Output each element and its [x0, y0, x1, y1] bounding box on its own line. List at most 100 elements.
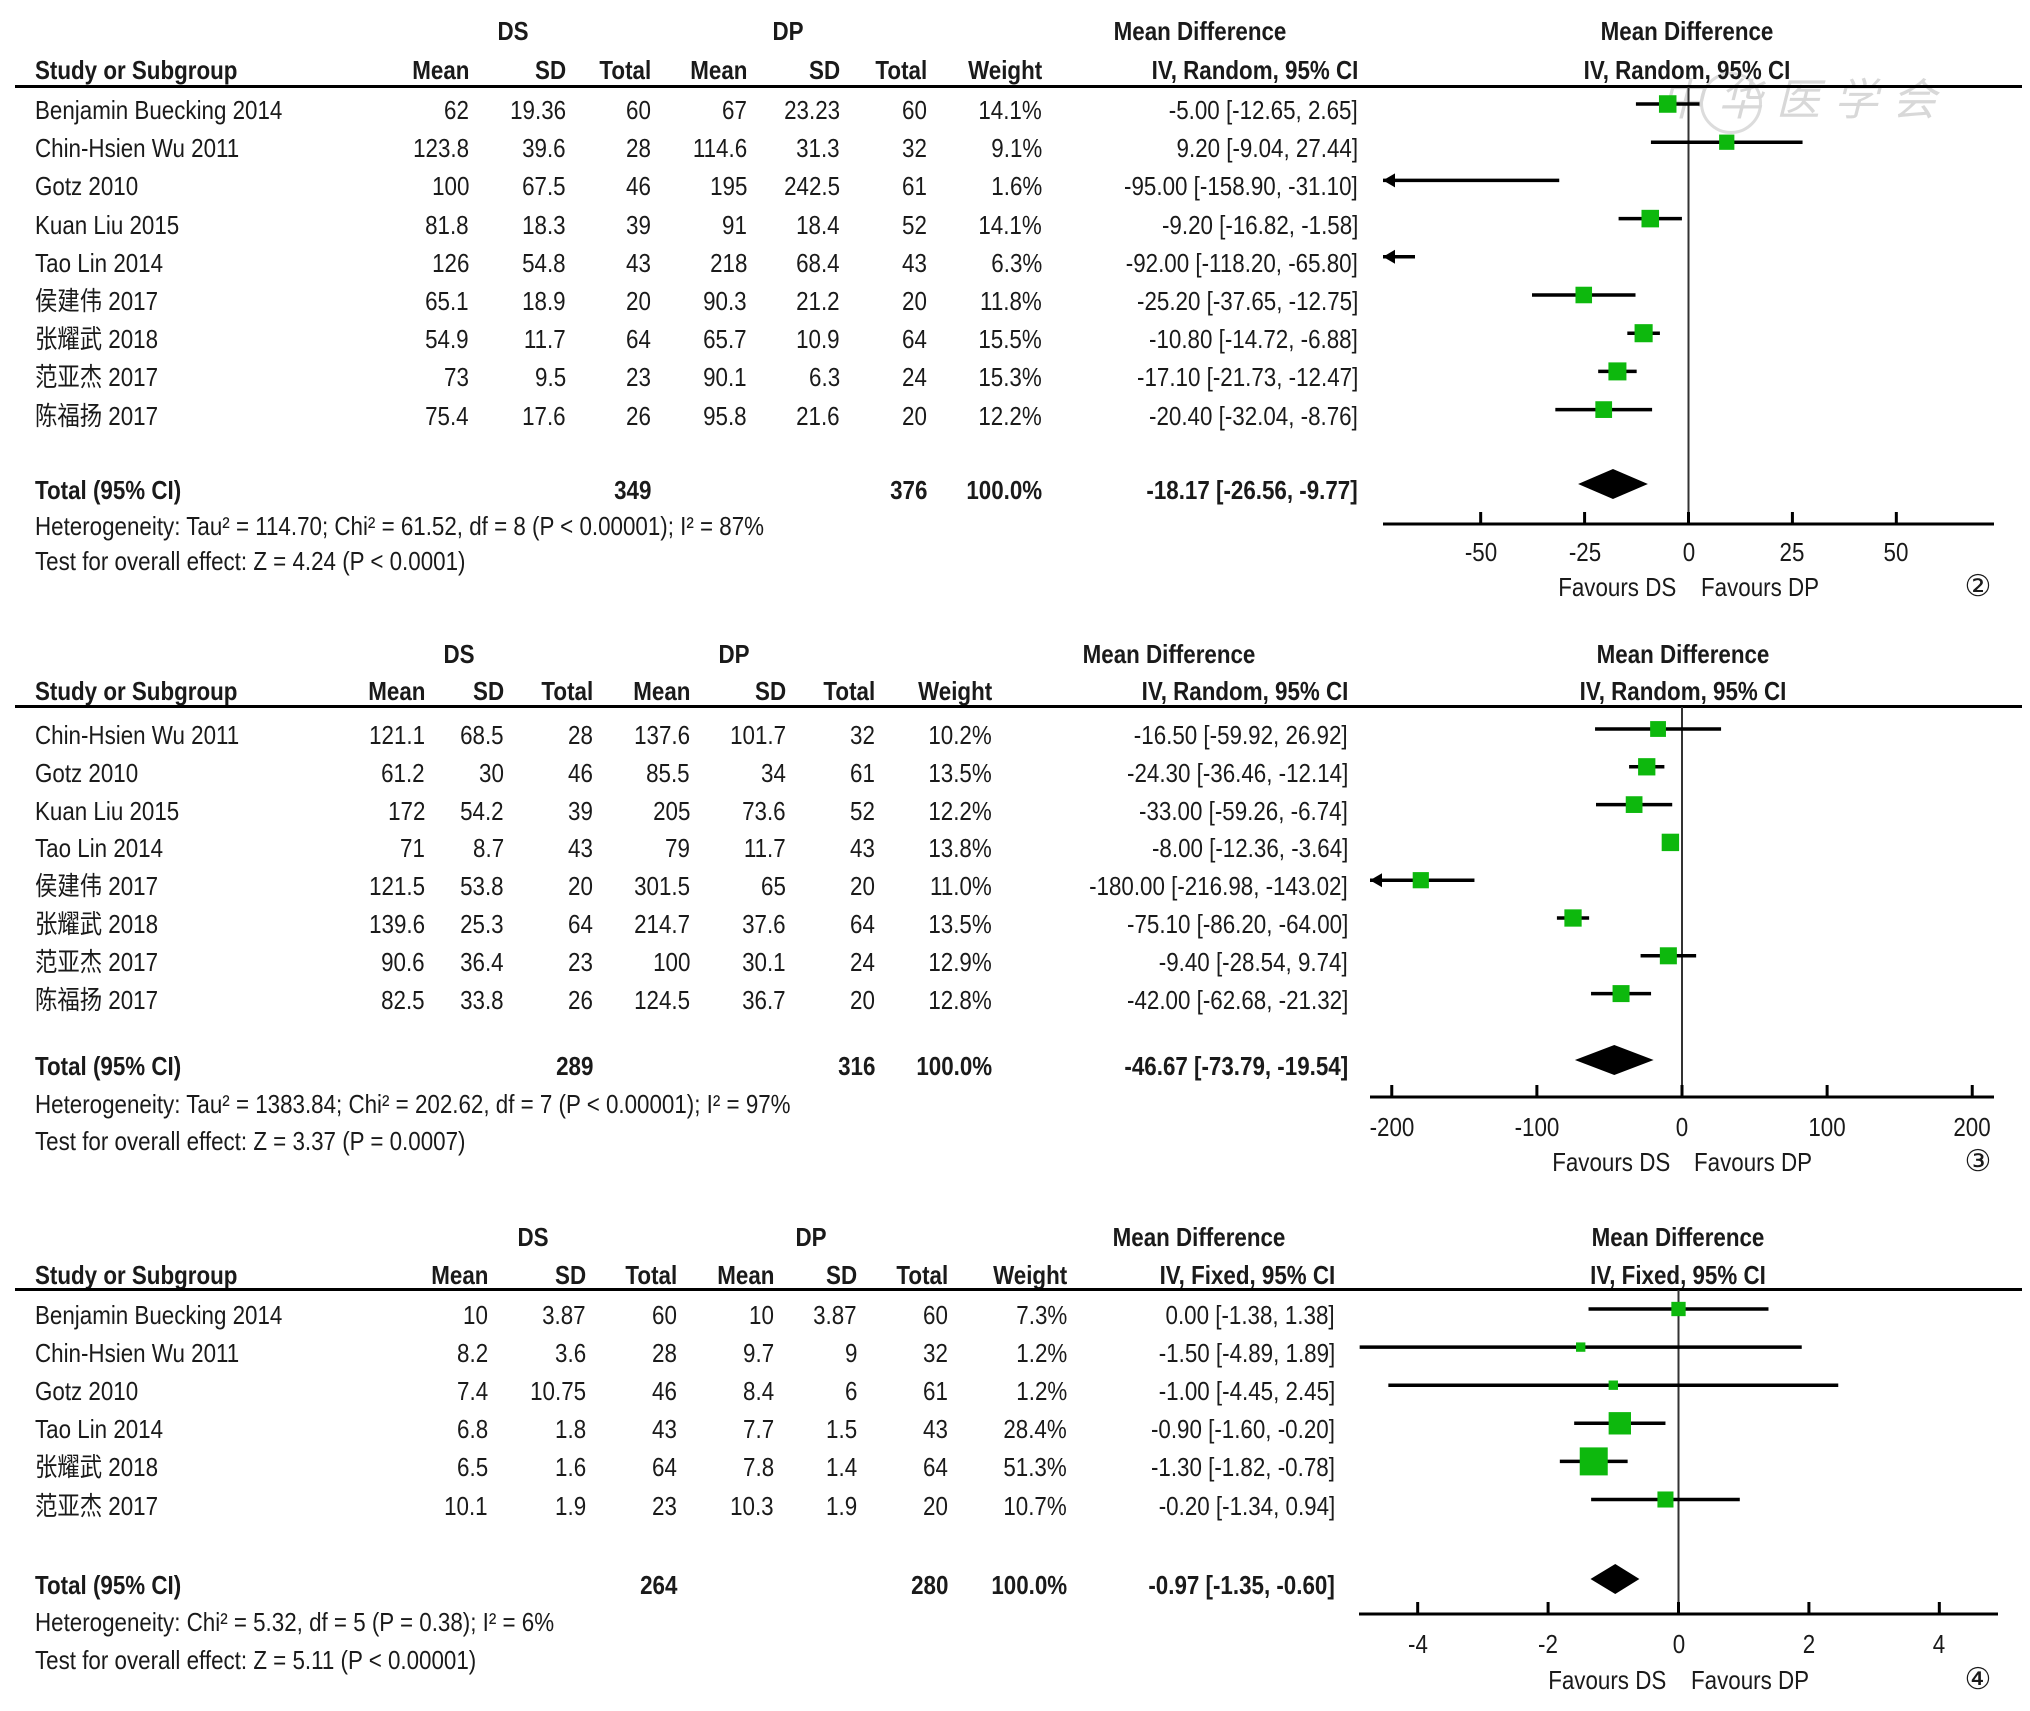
panel1-cell-ci: -5.00 [-12.65, 2.65]: [1169, 95, 1358, 125]
panel3-cell-a-sd: 3.87: [542, 1300, 586, 1330]
panel2-cell-weight: 13.5%: [928, 909, 992, 939]
panel1-total-label: Total (95% CI): [35, 475, 182, 505]
panel2-study-name: Gotz 2010: [35, 757, 139, 788]
panel1-cell-weight: 11.8%: [980, 286, 1042, 316]
panel1-cell-weight: 12.2%: [978, 400, 1042, 431]
panel3-total-weight: 100.0%: [991, 1570, 1067, 1600]
panel1-cell-b-total: 64: [902, 324, 927, 355]
panel2-cell-b-sd: 37.6: [742, 909, 786, 939]
panel1-cell-ci: -92.00 [-118.20, -65.80]: [1125, 247, 1358, 278]
panel3-cell-b-mean: 7.8: [742, 1452, 774, 1483]
panel3-cell-b-sd: 1.4: [825, 1452, 857, 1483]
panel3-cell-a-mean: 6.8: [456, 1414, 488, 1445]
panel1-cell-b-mean: 90.3: [703, 286, 747, 316]
panel2-plot-effect-method: IV, Random, 95% CI: [1579, 676, 1787, 706]
panel2-cell-ci: -33.00 [-59.26, -6.74]: [1139, 795, 1348, 826]
panel3-cell-weight: 7.3%: [1016, 1300, 1067, 1330]
panel1-cell-a-total: 46: [626, 171, 651, 202]
panel3-col-effect-method: IV, Fixed, 95% CI: [1159, 1260, 1335, 1290]
panel1-cell-b-mean: 114.6: [692, 133, 747, 164]
panel2-cell-weight: 12.8%: [928, 984, 992, 1015]
panel3-total-b: 280: [910, 1570, 948, 1600]
panel1-cell-b-total: 20: [902, 286, 927, 316]
panel3-total-label: Total (95% CI): [35, 1570, 182, 1600]
panel1-cell-b-sd: 21.2: [796, 286, 840, 316]
panel1-heterogeneity-text: Heterogeneity: Tau² = 114.70; Chi² = 61.…: [35, 511, 765, 541]
panel1-cell-a-total: 39: [626, 209, 651, 240]
panel2-cell-a-total: 28: [568, 720, 593, 750]
panel2-cell-b-total: 32: [850, 720, 875, 750]
panel2-cell-b-sd: 30.1: [742, 946, 786, 977]
panel2-study-name: 陈福扬 2017: [35, 984, 159, 1015]
panel1-cell-a-sd: 18.3: [522, 209, 566, 240]
panel1-cell-a-total: 26: [626, 400, 651, 431]
panel3-cell-a-mean: 8.2: [456, 1338, 488, 1369]
panel1-cell-b-sd: 10.9: [796, 324, 840, 355]
panel2-group-b-header: DP: [718, 639, 750, 669]
panel3-x-tick-label: -2: [1538, 1629, 1559, 1659]
panel3-study-name: 张耀武 2018: [35, 1452, 159, 1483]
panel1-cell-a-sd: 19.36: [510, 95, 566, 125]
panel1-study-name: 范亚杰 2017: [35, 362, 159, 393]
panel1-cell-a-sd: 54.8: [522, 247, 566, 278]
panel2-cell-b-sd: 36.7: [742, 984, 786, 1015]
panel1-cell-a-mean: 81.8: [425, 209, 469, 240]
panel3-point-estimate-square: [1579, 1447, 1608, 1476]
panel3-cell-a-sd: 1.6: [554, 1452, 586, 1483]
panel1-cell-weight: 15.5%: [978, 324, 1042, 355]
panel1-cell-b-total: 61: [902, 171, 927, 202]
panel1-cell-b-sd: 6.3: [808, 362, 840, 393]
panel2-total-ci: -46.67 [-73.79, -19.54]: [1124, 1051, 1348, 1081]
panel1-study-name: Benjamin Buecking 2014: [35, 95, 283, 125]
panel3-cell-weight: 10.7%: [1003, 1490, 1067, 1521]
panel3-point-estimate-square: [1657, 1491, 1674, 1508]
panel1-point-estimate-square: [1658, 95, 1677, 113]
panel1-group-b-header: DP: [772, 16, 804, 46]
panel1-total-b: 376: [889, 475, 927, 505]
panel1-cell-b-total: 20: [902, 400, 927, 431]
panel3-cell-weight: 1.2%: [1016, 1376, 1067, 1407]
panel1-cell-a-mean: 123.8: [413, 133, 469, 164]
panel3-cell-b-sd: 1.9: [825, 1490, 857, 1521]
panel2-cell-b-total: 20: [850, 984, 875, 1015]
panel3-cell-a-total: 23: [652, 1490, 677, 1521]
panel3-cell-weight: 51.3%: [1003, 1452, 1067, 1483]
panel3-cell-a-total: 28: [652, 1338, 677, 1369]
panel2-cell-a-sd: 53.8: [460, 871, 504, 902]
panel1-total-a: 349: [613, 475, 651, 505]
panel1-favours-right: Favours DP: [1700, 572, 1819, 602]
panel1-cell-a-mean: 126: [431, 247, 469, 278]
panel2-cell-b-mean: 205: [652, 795, 690, 826]
panel1-col-study: Study or Subgroup: [35, 55, 238, 85]
panel1-point-estimate-square: [1634, 324, 1653, 343]
panel2-col-effect-method: IV, Random, 95% CI: [1141, 676, 1348, 706]
panel2-point-estimate-square: [1659, 947, 1677, 965]
panel1-cell-ci: -17.10 [-21.73, -12.47]: [1136, 362, 1358, 393]
panel1-x-tick-label: -50: [1464, 537, 1497, 567]
panel3-total-a: 264: [639, 1570, 677, 1600]
panel3-group-a-header: DS: [517, 1222, 549, 1252]
panel2-cell-ci: -16.50 [-59.92, 26.92]: [1134, 720, 1348, 750]
panel1-cell-a-sd: 11.7: [524, 324, 566, 355]
panel3-cell-a-mean: 10: [463, 1300, 488, 1330]
panel2-cell-b-total: 61: [850, 757, 875, 788]
panel2-cell-b-sd: 73.6: [742, 795, 786, 826]
panel1-col-a-total: Total: [599, 55, 651, 85]
panel1-effect-header-title: Mean Difference: [1113, 16, 1287, 46]
panel2-total-weight: 100.0%: [916, 1051, 992, 1081]
panel2-col-weight: Weight: [917, 676, 992, 706]
panel1-cell-a-total: 20: [626, 286, 651, 316]
panel2-col-a-total: Total: [541, 676, 593, 706]
panel2-cell-a-sd: 30: [479, 757, 504, 788]
panel1-cell-b-sd: 21.6: [796, 400, 840, 431]
panel2-col-study: Study or Subgroup: [35, 676, 238, 706]
panel3-cell-b-total: 60: [923, 1300, 948, 1330]
panel1-cell-b-mean: 67: [722, 95, 747, 125]
panel1-panel-label: ②: [1964, 569, 1992, 604]
panel3-point-estimate-square: [1576, 1342, 1586, 1352]
panel1-x-tick-label: 0: [1682, 537, 1695, 567]
panel2-ci-arrow-left: [1370, 873, 1382, 888]
panel2-cell-a-total: 64: [568, 909, 593, 939]
panel2-cell-b-total: 52: [850, 795, 875, 826]
